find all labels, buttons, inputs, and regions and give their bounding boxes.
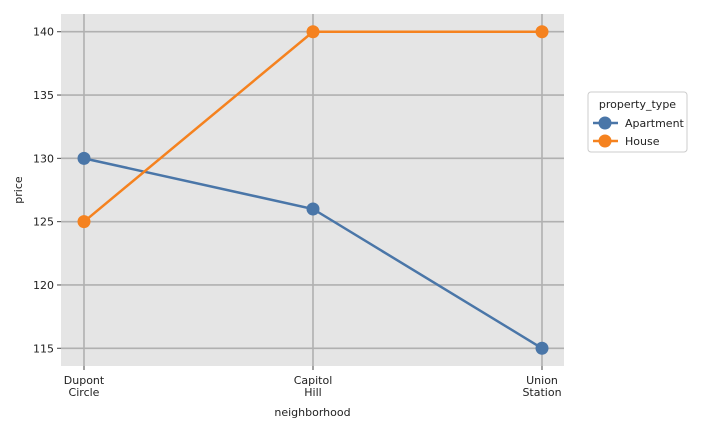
legend-label: House xyxy=(625,135,660,148)
legend-marker xyxy=(598,134,612,148)
y-tick-label: 125 xyxy=(33,216,54,229)
data-point xyxy=(535,341,549,355)
data-point xyxy=(306,202,320,216)
y-axis-label: price xyxy=(12,176,25,204)
series-layer xyxy=(77,25,549,355)
y-tick-label: 120 xyxy=(33,279,54,292)
x-axis-label: neighborhood xyxy=(274,406,350,419)
x-axis-ticks: Dupont Circle Capitol Hill Union Station xyxy=(64,366,562,399)
legend-box xyxy=(587,91,688,153)
data-point xyxy=(77,151,91,165)
y-tick-label: 135 xyxy=(33,89,54,102)
series-house xyxy=(77,25,549,229)
legend-label: Apartment xyxy=(625,117,685,130)
x-gridlines xyxy=(83,14,543,366)
series-apartment xyxy=(77,151,549,355)
legend-item-house: House xyxy=(593,134,660,148)
y-tick-label: 130 xyxy=(33,152,54,165)
legend-title: property_type xyxy=(599,98,676,111)
legend-item-apartment: Apartment xyxy=(593,116,685,130)
x-tick-label: Dupont Circle xyxy=(64,374,105,399)
y-axis-ticks: 115 120 125 130 135 140 xyxy=(33,26,61,355)
x-tick-label: Capitol Hill xyxy=(294,374,333,399)
legend-items: Apartment House xyxy=(593,116,685,148)
legend: property_type Apartment House xyxy=(587,91,688,153)
x-tick-label: Union Station xyxy=(522,374,561,399)
data-point xyxy=(77,215,91,229)
legend-marker xyxy=(598,116,612,130)
data-point xyxy=(535,25,549,39)
y-tick-label: 115 xyxy=(33,342,54,355)
data-point xyxy=(306,25,320,39)
y-tick-label: 140 xyxy=(33,26,54,39)
